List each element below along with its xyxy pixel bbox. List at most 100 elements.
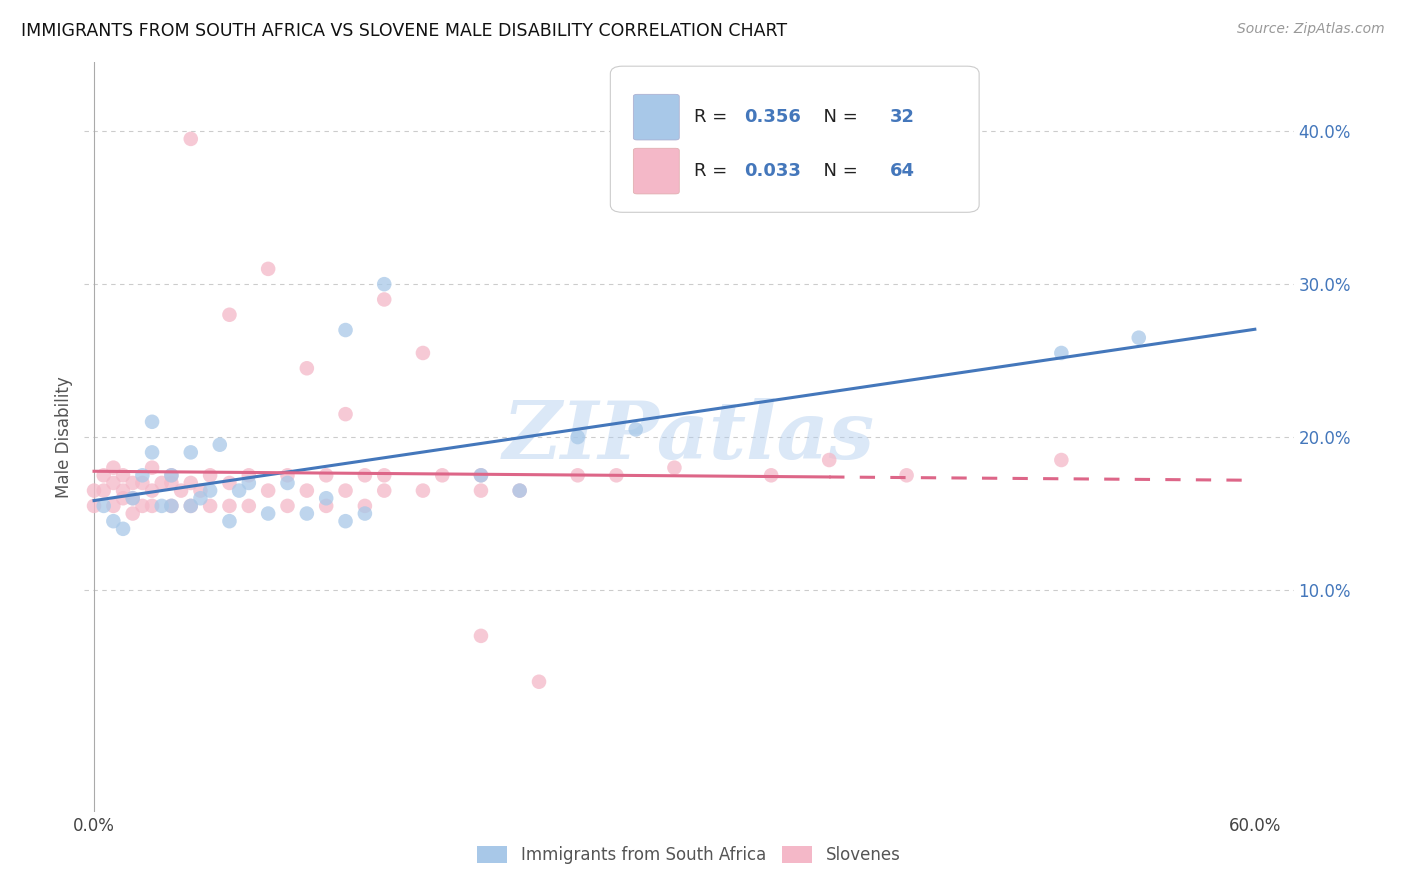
Y-axis label: Male Disability: Male Disability	[55, 376, 73, 498]
Point	[190, 483, 212, 498]
Point	[112, 483, 135, 498]
Point	[509, 483, 531, 498]
Point	[180, 499, 202, 513]
Point	[470, 468, 492, 483]
Point	[160, 499, 183, 513]
Point	[83, 483, 105, 498]
Point	[605, 468, 627, 483]
Point	[509, 483, 531, 498]
Point	[373, 277, 395, 292]
Point	[315, 468, 337, 483]
Point	[218, 475, 240, 490]
Point	[373, 468, 395, 483]
Point	[335, 514, 357, 528]
Point	[121, 507, 143, 521]
Point	[295, 483, 318, 498]
Point	[198, 468, 221, 483]
Text: 0.356: 0.356	[745, 108, 801, 126]
Point	[412, 346, 434, 360]
Point	[527, 674, 550, 689]
Point	[470, 483, 492, 498]
Text: R =: R =	[693, 162, 733, 180]
Text: 0.033: 0.033	[745, 162, 801, 180]
Point	[112, 522, 135, 536]
Point	[83, 499, 105, 513]
Text: 64: 64	[890, 162, 915, 180]
Point	[150, 499, 173, 513]
Point	[208, 438, 231, 452]
Point	[218, 308, 240, 322]
Point	[103, 460, 125, 475]
Point	[257, 507, 280, 521]
Point	[160, 475, 183, 490]
Text: ZIPatlas: ZIPatlas	[503, 399, 875, 475]
Point	[238, 475, 260, 490]
Point	[93, 499, 115, 513]
Point	[141, 499, 163, 513]
Point	[335, 483, 357, 498]
Point	[150, 475, 173, 490]
Point	[354, 499, 377, 513]
FancyBboxPatch shape	[633, 148, 679, 194]
Point	[112, 468, 135, 483]
Point	[276, 468, 298, 483]
Point	[131, 475, 153, 490]
Point	[131, 499, 153, 513]
Point	[1128, 331, 1150, 345]
Point	[624, 422, 647, 436]
Point	[198, 499, 221, 513]
Point	[180, 445, 202, 459]
Point	[190, 491, 212, 506]
Point	[295, 361, 318, 376]
Point	[1050, 346, 1073, 360]
Point	[121, 491, 143, 506]
Point	[896, 468, 918, 483]
Point	[335, 323, 357, 337]
Text: N =: N =	[813, 108, 863, 126]
Point	[354, 507, 377, 521]
Point	[228, 483, 250, 498]
Point	[1050, 453, 1073, 467]
Point	[373, 483, 395, 498]
Point	[112, 491, 135, 506]
Point	[295, 507, 318, 521]
Point	[180, 499, 202, 513]
Point	[315, 499, 337, 513]
Point	[257, 483, 280, 498]
FancyBboxPatch shape	[610, 66, 979, 212]
Point	[180, 475, 202, 490]
Point	[198, 483, 221, 498]
Point	[218, 514, 240, 528]
Point	[759, 468, 782, 483]
Point	[567, 430, 589, 444]
Point	[141, 415, 163, 429]
Point	[315, 491, 337, 506]
Point	[141, 460, 163, 475]
Point	[160, 468, 183, 483]
Text: 32: 32	[890, 108, 915, 126]
Point	[93, 468, 115, 483]
Point	[470, 629, 492, 643]
Point	[160, 468, 183, 483]
Point	[170, 483, 193, 498]
Legend: Immigrants from South Africa, Slovenes: Immigrants from South Africa, Slovenes	[471, 839, 907, 871]
Point	[160, 499, 183, 513]
Point	[93, 483, 115, 498]
Point	[141, 445, 163, 459]
Text: N =: N =	[813, 162, 863, 180]
Point	[664, 460, 686, 475]
Point	[238, 468, 260, 483]
Text: IMMIGRANTS FROM SOUTH AFRICA VS SLOVENE MALE DISABILITY CORRELATION CHART: IMMIGRANTS FROM SOUTH AFRICA VS SLOVENE …	[21, 22, 787, 40]
Point	[121, 491, 143, 506]
Point	[276, 499, 298, 513]
Point	[432, 468, 454, 483]
Point	[373, 293, 395, 307]
Point	[412, 483, 434, 498]
Point	[354, 468, 377, 483]
Point	[335, 407, 357, 421]
Point	[141, 483, 163, 498]
Text: R =: R =	[693, 108, 733, 126]
FancyBboxPatch shape	[633, 95, 679, 140]
Point	[238, 499, 260, 513]
Point	[218, 499, 240, 513]
